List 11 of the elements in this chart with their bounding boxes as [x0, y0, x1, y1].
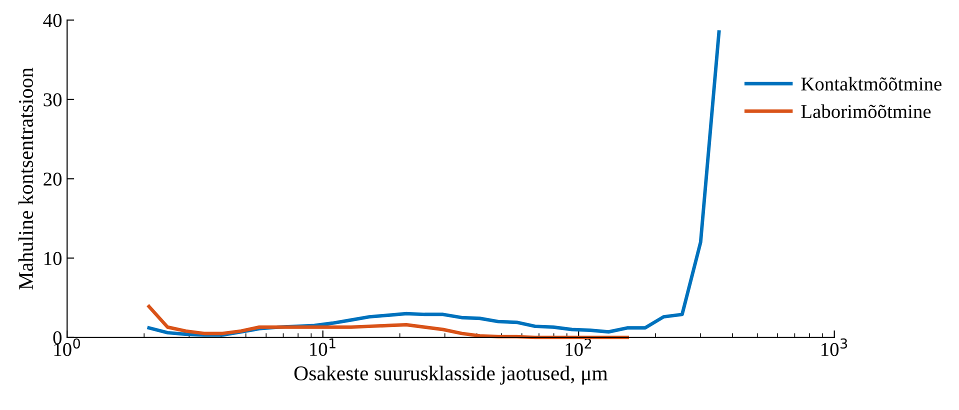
x-axis-title: Osakeste suurusklasside jaotused, μm — [294, 366, 608, 385]
line-series — [147, 304, 630, 340]
y-tick-label: 30 — [44, 93, 62, 106]
y-axis-title: Mahuline kontsentratsioon — [18, 68, 34, 290]
legend-label: Kontaktmõõtmine — [801, 76, 942, 91]
x-tick-label: 10$^{1}$ — [310, 338, 336, 356]
y-tick-label: 40 — [43, 14, 62, 28]
y-tick-label: 20 — [44, 172, 62, 186]
y-tick-label: 10 — [44, 252, 62, 266]
x-tick-label: 10$^{3}$ — [822, 338, 848, 356]
legend-label: Laborimõõtmine — [801, 104, 931, 118]
